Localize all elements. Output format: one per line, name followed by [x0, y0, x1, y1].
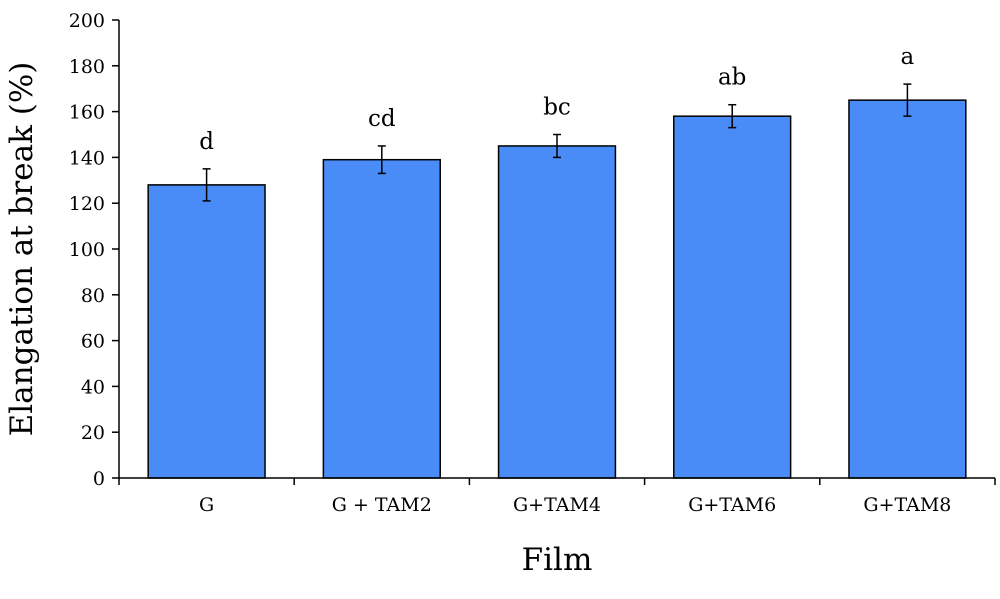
- y-tick-label: 200: [69, 10, 105, 32]
- x-axis-ticks: G G + TAM2 G+TAM4 G+TAM6 G+TAM8: [118, 478, 996, 516]
- bar: [147, 184, 266, 479]
- significance-label: d: [199, 129, 214, 155]
- significance-label: bc: [543, 95, 571, 121]
- y-tick-label: 140: [69, 147, 105, 169]
- bar: [497, 145, 617, 479]
- significance-labels: d cd bc ab a: [199, 44, 914, 155]
- bar: [322, 158, 441, 479]
- x-tick-label: G+TAM8: [863, 494, 951, 516]
- x-tick-label: G+TAM4: [513, 494, 601, 516]
- y-tick-label: 180: [69, 56, 105, 78]
- y-tick-label: 120: [69, 193, 105, 215]
- significance-label: cd: [368, 106, 396, 132]
- x-tick-label: G + TAM2: [332, 494, 432, 516]
- significance-label: a: [901, 44, 915, 70]
- y-axis-title: Elangation at break (%): [4, 62, 40, 437]
- x-tick-label: G: [199, 494, 214, 516]
- y-tick-label: 100: [69, 239, 105, 261]
- bar: [673, 115, 792, 479]
- significance-label: ab: [718, 65, 746, 91]
- x-axis-title: Film: [522, 542, 593, 578]
- error-bars: [202, 83, 912, 202]
- y-tick-label: 0: [93, 468, 105, 490]
- y-tick-label: 20: [81, 422, 105, 444]
- y-tick-label: 60: [81, 331, 105, 353]
- x-tick-label: G+TAM6: [688, 494, 776, 516]
- bar: [848, 99, 967, 479]
- y-tick-label: 40: [81, 376, 105, 398]
- y-axis-ticks: 0 20 40 60 80 100 120 140 160 180 200: [69, 10, 119, 490]
- bars: [147, 99, 967, 479]
- y-tick-label: 160: [69, 102, 105, 124]
- y-tick-label: 80: [81, 285, 105, 307]
